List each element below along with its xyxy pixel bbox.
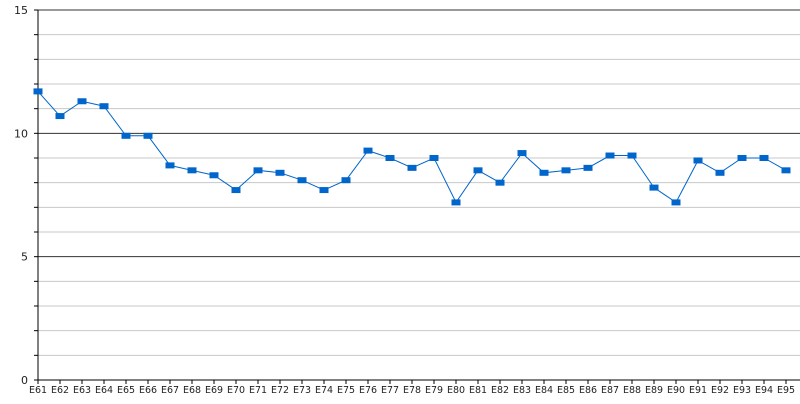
x-tick-label: E68 bbox=[183, 385, 201, 396]
data-point bbox=[473, 167, 483, 174]
data-point bbox=[561, 167, 571, 174]
data-point bbox=[451, 199, 461, 206]
data-point bbox=[385, 155, 395, 161]
y-tick-label: 5 bbox=[21, 251, 28, 264]
x-tick-label: E62 bbox=[51, 385, 69, 396]
x-tick-label: E65 bbox=[117, 385, 135, 396]
data-point bbox=[737, 155, 747, 161]
x-tick-label: E63 bbox=[73, 385, 91, 396]
x-tick-label: E75 bbox=[337, 385, 355, 396]
x-tick-label: E84 bbox=[535, 385, 553, 396]
x-tick-label: E83 bbox=[513, 385, 531, 396]
data-point bbox=[363, 147, 373, 154]
y-tick-label: 15 bbox=[14, 4, 28, 17]
x-tick-label: E89 bbox=[645, 385, 663, 396]
data-point bbox=[781, 167, 791, 174]
x-tick-label: E85 bbox=[557, 385, 575, 396]
series bbox=[33, 88, 791, 206]
y-tick-label: 10 bbox=[14, 127, 28, 140]
data-point bbox=[55, 113, 65, 120]
x-tick-label: E81 bbox=[469, 385, 487, 396]
data-point bbox=[33, 88, 43, 95]
data-point bbox=[341, 177, 351, 184]
data-point bbox=[121, 132, 131, 139]
x-tick-label: E79 bbox=[425, 385, 443, 396]
x-tick-label: E74 bbox=[315, 385, 333, 396]
data-point bbox=[715, 169, 725, 176]
data-point bbox=[517, 150, 527, 157]
data-point bbox=[77, 98, 87, 105]
data-point bbox=[429, 155, 439, 161]
data-point bbox=[319, 187, 329, 194]
x-tick-labels: E61 E62 E63 E64 E65 E66 E67 E68 E69 E70 E71 E72 E73 E… bbox=[29, 385, 795, 396]
x-tick-label: E72 bbox=[271, 385, 289, 396]
x-tick-label: E71 bbox=[249, 385, 267, 396]
x-tick-label: E69 bbox=[205, 385, 223, 396]
x-tick-label: E86 bbox=[579, 385, 597, 396]
x-tick-label: E61 bbox=[29, 385, 47, 396]
data-point bbox=[143, 132, 153, 139]
data-point bbox=[495, 179, 505, 186]
y-tick-labels: 0 5 10 15 bbox=[14, 4, 28, 387]
x-tick-label: E70 bbox=[227, 385, 245, 396]
x-tick-label: E90 bbox=[667, 385, 685, 396]
data-point bbox=[627, 152, 637, 159]
data-point bbox=[187, 167, 197, 174]
x-tick-label: E66 bbox=[139, 385, 157, 396]
y-tick-label: 0 bbox=[21, 374, 28, 387]
x-tick-label: E88 bbox=[623, 385, 641, 396]
data-point bbox=[605, 152, 615, 159]
data-point bbox=[693, 157, 703, 164]
x-tick-label: E77 bbox=[381, 385, 399, 396]
x-tick-label: E73 bbox=[293, 385, 311, 396]
data-point bbox=[99, 103, 109, 110]
x-tick-label: E91 bbox=[689, 385, 707, 396]
data-point bbox=[407, 164, 417, 171]
x-tick-label: E94 bbox=[755, 385, 773, 396]
data-point bbox=[583, 164, 593, 171]
x-tick-label: E82 bbox=[491, 385, 509, 396]
data-point bbox=[165, 162, 175, 169]
data-point bbox=[297, 177, 307, 184]
x-tick-label: E87 bbox=[601, 385, 619, 396]
data-point bbox=[649, 184, 659, 191]
data-point bbox=[209, 172, 219, 179]
axes bbox=[34, 9, 800, 384]
series-line bbox=[37, 91, 787, 204]
x-tick-label: E92 bbox=[711, 385, 729, 396]
data-point bbox=[231, 187, 241, 194]
data-point bbox=[671, 199, 681, 206]
data-point bbox=[759, 155, 769, 161]
data-point bbox=[275, 169, 285, 176]
x-tick-label: E80 bbox=[447, 385, 465, 396]
x-tick-label: E93 bbox=[733, 385, 751, 396]
data-point bbox=[253, 167, 263, 174]
x-tick-label: E95 bbox=[777, 385, 795, 396]
data-point bbox=[539, 169, 549, 176]
x-tick-label: E76 bbox=[359, 385, 377, 396]
x-tick-label: E67 bbox=[161, 385, 179, 396]
grid bbox=[38, 9, 800, 356]
x-tick-label: E78 bbox=[403, 385, 421, 396]
x-tick-label: E64 bbox=[95, 385, 113, 396]
